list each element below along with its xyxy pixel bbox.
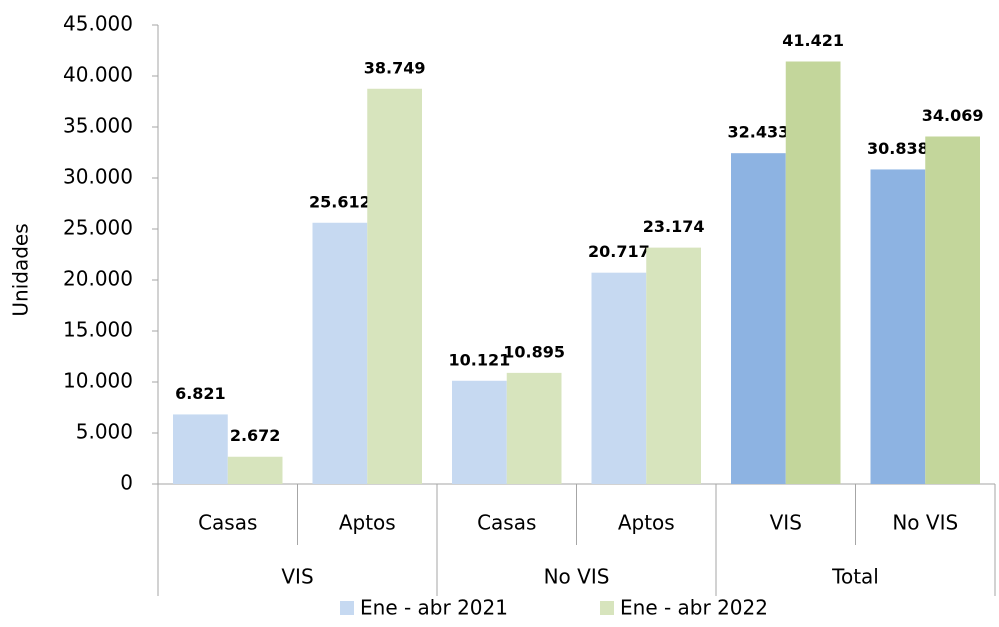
bar	[731, 153, 786, 484]
value-label: 23.174	[643, 217, 705, 236]
y-tick-label: 20.000	[63, 267, 133, 291]
bar	[452, 380, 507, 484]
value-label: 34.069	[922, 106, 984, 125]
bar	[646, 247, 701, 484]
x-tick-label: Aptos	[618, 511, 675, 535]
value-label: 2.672	[230, 426, 281, 445]
y-tick-label: 10.000	[63, 369, 133, 393]
y-axis-label: Unidades	[9, 223, 33, 316]
value-label: 6.821	[175, 384, 226, 403]
group-label: Total	[831, 565, 879, 589]
legend-swatch	[340, 601, 354, 615]
value-label: 38.749	[364, 58, 426, 77]
group-label: VIS	[281, 565, 313, 589]
bar	[925, 136, 980, 484]
value-label: 25.612	[309, 192, 371, 211]
x-tick-label: No VIS	[892, 511, 958, 535]
value-label: 20.717	[588, 242, 650, 261]
value-label: 10.895	[503, 342, 565, 361]
bar	[173, 414, 228, 484]
value-label: 10.121	[449, 350, 511, 369]
bar	[227, 456, 283, 484]
bar	[591, 272, 647, 484]
bar	[870, 169, 926, 484]
legend-swatch	[600, 601, 614, 615]
legend-label: Ene - abr 2022	[620, 596, 768, 620]
value-label: 30.838	[867, 139, 929, 158]
x-tick-label: Casas	[477, 511, 536, 535]
y-tick-label: 45.000	[63, 12, 133, 36]
y-tick-label: 25.000	[63, 216, 133, 240]
bar	[506, 372, 562, 484]
x-tick-label: Casas	[198, 511, 257, 535]
legend-label: Ene - abr 2021	[360, 596, 508, 620]
y-tick-label: 30.000	[63, 165, 133, 189]
x-tick-label: Aptos	[339, 511, 396, 535]
bar	[785, 61, 841, 484]
bar	[367, 88, 422, 485]
x-tick-label: VIS	[770, 511, 802, 535]
y-tick-label: 15.000	[63, 318, 133, 342]
group-label: No VIS	[544, 565, 610, 589]
y-tick-label: 40.000	[63, 63, 133, 87]
value-label: 41.421	[782, 31, 844, 50]
value-label: 32.433	[728, 123, 790, 142]
y-tick-label: 5.000	[76, 420, 133, 444]
bar	[312, 222, 368, 484]
y-tick-label: 0	[120, 471, 133, 495]
y-tick-label: 35.000	[63, 114, 133, 138]
